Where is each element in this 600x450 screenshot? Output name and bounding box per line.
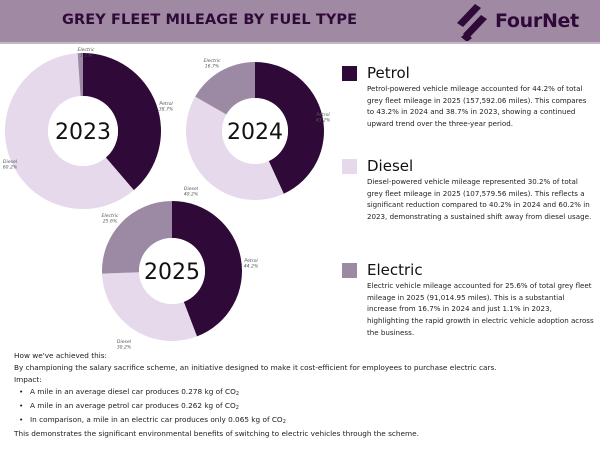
impact-item: In comparison, a mile in an electric car…: [14, 414, 599, 428]
summary-conclusion: This demonstrates the significant enviro…: [14, 429, 419, 438]
slice-2025-diesel: [102, 272, 197, 341]
page-title: GREY FLEET MILEAGE BY FUEL TYPE: [62, 12, 358, 28]
slice-label-2025-petrol: Petrol 44.2%: [244, 258, 259, 270]
legend-diesel: Diesel Diesel-powered vehicle mileage re…: [342, 157, 594, 223]
fournet-slash-logo-icon: [457, 4, 487, 41]
legend-electric: Electric Electric vehicle mileage accoun…: [342, 261, 594, 339]
legend-title-electric: Electric: [367, 261, 423, 279]
legend-title-petrol: Petrol: [367, 64, 410, 82]
header-banner: GREY FLEET MILEAGE BY FUEL TYPE FourNet: [0, 0, 600, 44]
summary-heading: How we've achieved this:: [14, 351, 107, 360]
slice-2025-electric: [102, 201, 172, 274]
legend-title-diesel: Diesel: [367, 157, 414, 175]
impact-label: Impact:: [14, 375, 42, 384]
slice-label-2025-electric: Electric 25.6%: [101, 213, 118, 225]
diesel-swatch: [342, 158, 357, 174]
chart-title-2025: 2025: [144, 260, 200, 285]
slice-2023-diesel: [5, 53, 134, 210]
legend-text-diesel: Diesel-powered vehicle mileage represent…: [367, 177, 592, 222]
slice-label-2023-diesel: Diesel 60.2%: [3, 159, 18, 171]
impact-item: A mile in an average diesel car produces…: [14, 386, 599, 400]
summary-section: How we've achieved this: By championing …: [14, 350, 599, 440]
slice-2024-electric: [195, 62, 255, 115]
summary-intro: By championing the salary sacrifice sche…: [14, 363, 497, 372]
donut-hole-2024: [222, 98, 288, 164]
legend-text-electric: Electric vehicle mileage accounted for 2…: [367, 281, 594, 337]
chart-title-2024: 2024: [227, 120, 283, 145]
donut-hole-2025: [139, 238, 205, 304]
petrol-swatch: [342, 65, 357, 81]
impact-item: A mile in an average petrol car produces…: [14, 400, 599, 414]
donut-hole-2023: [48, 96, 118, 166]
slice-label-2023-electric: Electric 1.1%: [77, 47, 94, 59]
electric-swatch: [342, 262, 357, 278]
slice-label-2024-electric: Electric 16.7%: [203, 58, 220, 70]
slice-2023-electric: [77, 53, 83, 97]
slice-label-2023-petrol: Petrol 38.7%: [159, 101, 174, 113]
legend-text-petrol: Petrol-powered vehicle mileage accounted…: [367, 84, 587, 129]
legend-petrol: Petrol Petrol-powered vehicle mileage ac…: [342, 64, 594, 130]
logo-wordmark: FourNet: [495, 10, 579, 32]
chart-title-2023: 2023: [55, 120, 111, 145]
slice-2024-petrol: [255, 62, 324, 194]
slice-label-2024-petrol: Petrol 43.2%: [316, 112, 331, 124]
slice-label-2024-diesel: Diesel 40.2%: [184, 186, 199, 198]
slice-2024-diesel: [185, 96, 284, 200]
slice-2023-petrol: [83, 53, 161, 191]
fournet-logo: FourNet: [455, 3, 600, 43]
impact-list: A mile in an average diesel car produces…: [14, 386, 599, 428]
slice-label-2025-diesel: Diesel 30.2%: [117, 339, 132, 351]
slice-2025-petrol: [172, 201, 242, 337]
